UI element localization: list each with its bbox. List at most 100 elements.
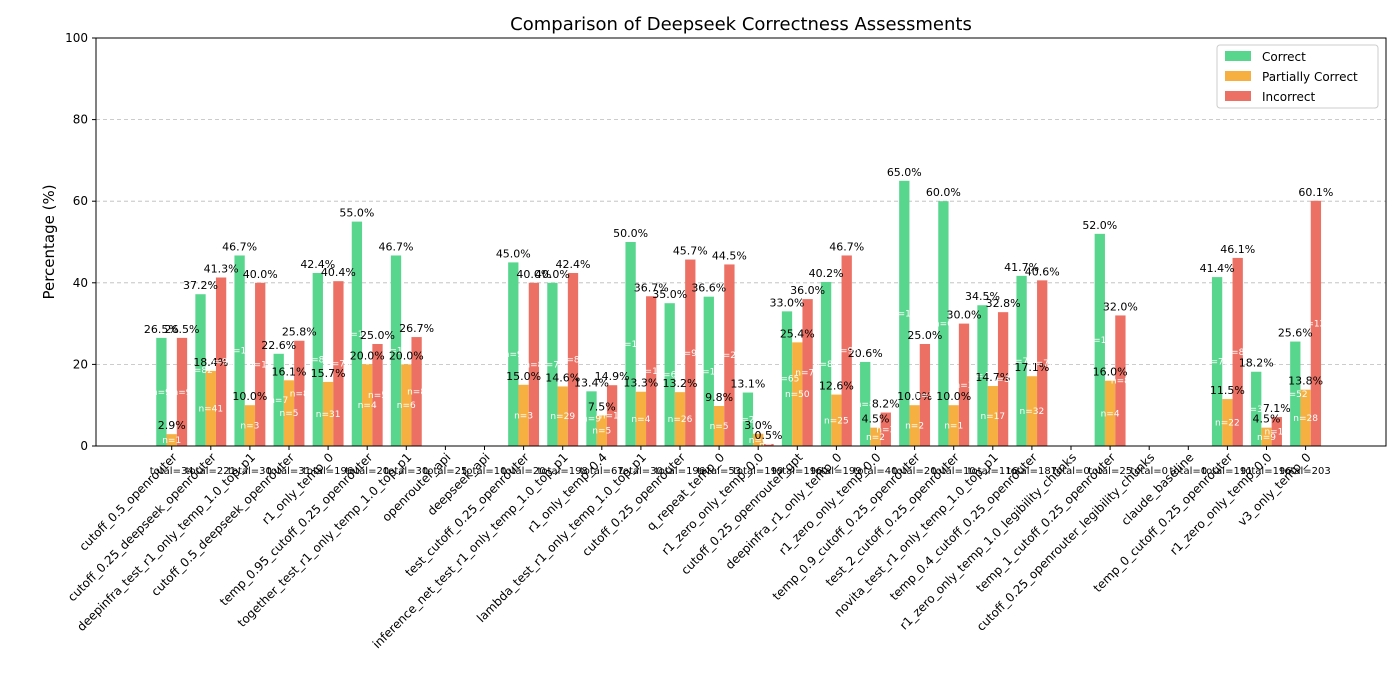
chart-title: Comparison of Deepseek Correctness Asses… [510,14,972,35]
bar-count-label: n=84 [561,356,586,366]
y-tick-label: 100 [65,31,88,45]
bar-count-label: n=6 [749,436,768,446]
bar-value-label: 22.6% [261,339,296,352]
bar-count-label: n=8 [524,360,543,370]
bar-incorrect [1271,417,1282,446]
total-label: total=31 [267,466,311,477]
bar-correct [1211,277,1223,446]
bar-value-label: 65.0% [887,166,922,179]
bar-incorrect [880,412,891,446]
bar-count-label: n=3 [514,411,533,421]
bar-value-label: 55.0% [339,207,374,220]
bar-correct [938,201,949,446]
bar-partially-correct [205,370,216,446]
bar-correct [234,255,245,446]
grid-layer [96,119,1386,365]
bar-value-label: 46.7% [222,240,257,253]
bar-count-label: n=17 [980,412,1005,422]
bar-count-label: n=22 [1215,419,1240,429]
bar-value-label: 4.5% [862,413,890,426]
bar-value-label: 13.3% [623,377,658,390]
bar-count-label: n=19 [696,367,721,377]
bar-incorrect [567,273,579,446]
bar-value-label: 7.5% [588,400,616,413]
bar-partially-correct [1222,399,1233,446]
total-label: total=0 [1130,466,1168,477]
bar-count-label: n=83 [305,356,330,366]
bar-incorrect [763,443,774,446]
total-label: total=187 [1007,466,1057,477]
bar-value-label: 32.8% [986,297,1021,310]
bar-incorrect [215,277,227,446]
bar-value-label: 30.0% [947,309,982,322]
bar-incorrect [802,299,813,446]
bar-value-label: 2.9% [158,419,186,432]
bar-count-label: n=12 [248,360,273,370]
bar-correct [273,353,284,446]
bar-partially-correct [518,384,529,446]
bar-correct [742,392,754,446]
bar-count-label: n=15 [618,340,643,350]
legend: Correct Partially Correct Incorrect [1216,44,1379,109]
bar-count-label: n=28 [1293,414,1318,424]
bar-count-label: n=122 [1301,319,1331,329]
bar-value-label: 26.7% [399,322,434,335]
bar-value-label: 12.6% [819,380,854,393]
bar-value-label: 46.1% [1220,243,1255,256]
bar-incorrect [958,323,970,446]
bar-value-label: 10.0% [897,390,932,403]
total-label: total=40 [854,466,898,477]
bar-value-label: 18.4% [193,356,228,369]
bar-count-label: n=29 [550,412,575,422]
plot-frame [95,37,1387,447]
bar-count-label: n=5 [915,391,934,401]
total-label: total=20 [502,466,546,477]
bar-count-label: n=2 [905,422,924,432]
bar-partially-correct [870,427,881,446]
bar-value-label: 26.5% [165,323,200,336]
bar-partially-correct [987,386,998,446]
bar-count-label: n=8 [856,400,875,410]
bar-value-label: 14.7% [975,371,1010,384]
bar-value-label: 20.6% [848,347,883,360]
bar-partially-correct [557,386,568,446]
bar-incorrect [333,281,344,446]
bar-correct [703,296,714,446]
total-label: total=0 [1052,466,1090,477]
y-axis-label: Percentage (%) [40,184,58,299]
bar-value-label: 25.6% [1278,327,1313,340]
bar-value-label: 40.4% [321,266,356,279]
bar-count-label: n=1 [944,422,963,432]
bar-correct [508,262,519,446]
bar-value-label: 13.1% [730,378,765,391]
total-label: total=0 [1169,466,1207,477]
bar-partially-correct [1261,427,1272,446]
bar-incorrect [1310,200,1322,446]
bar-partially-correct [831,394,842,446]
bar-value-label: 60.0% [926,186,961,199]
bar-value-label: 40.0% [243,268,278,281]
bar-correct [1290,341,1301,446]
bar-value-label: 46.7% [379,240,414,253]
bar-correct [899,180,910,447]
bar-count-label: n=5 [280,409,299,419]
bar-correct [312,273,323,446]
bar-count-label: n=3 [876,425,895,435]
x-tick-label: openrouter_api [379,450,453,524]
bar-count-label: n=88 [1225,348,1250,358]
bar-count-label: n=2 [866,433,885,443]
legend-swatch [1225,71,1251,81]
y-axis-ticks: 0 20 40 60 80 100 [65,31,96,453]
bar-count-label: n=14 [1264,428,1289,438]
bar-correct [351,221,363,446]
total-label: total=34 [150,466,194,477]
bar-correct [390,255,402,446]
bar-count-label: n=5 [368,391,387,401]
bar-incorrect [294,340,305,446]
bar-partially-correct [244,405,256,446]
total-label: total=10 [932,466,976,477]
bar-count-label: n=9 [173,388,192,398]
bar-incorrect [997,312,1009,446]
bar-incorrect [176,337,188,446]
bar-value-label: 7.1% [1263,402,1291,415]
